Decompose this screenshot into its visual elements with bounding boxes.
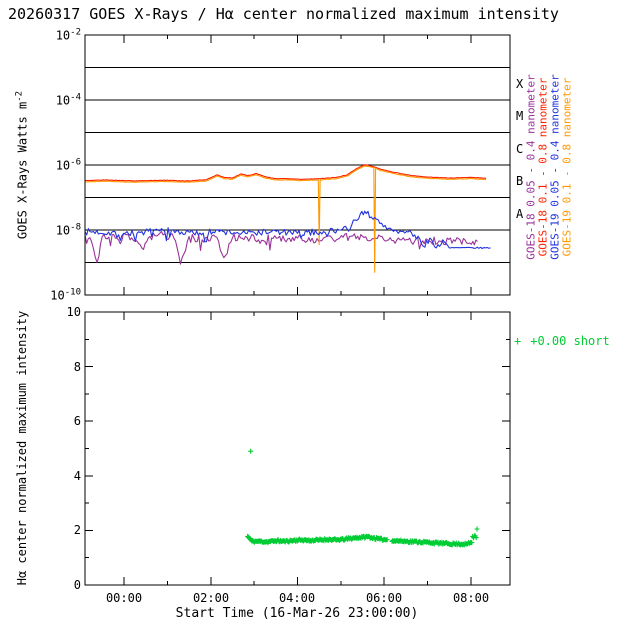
x-tick-label: 00:00 [105,591,143,605]
goes-y-tick-label: 10-10 [50,287,81,303]
goes-y-axis-label: GOES X-Rays Watts m-2 [14,90,30,240]
halpha-legend: + +0.00 short [514,334,610,348]
flare-class-x: X [516,77,524,91]
page-title: 20260317 GOES X-Rays / Hα center normali… [8,5,559,23]
x-axis-label: Start Time (16-Mar-26 23:00:00) [175,606,419,621]
goes-y-tick-label: 10-8 [55,222,81,238]
x-tick-label: 08:00 [452,591,490,605]
goes-y-tick-label: 10-4 [55,92,81,108]
halpha-y-tick-label: 10 [66,305,81,319]
halpha-y-tick-label: 6 [73,414,81,428]
flare-class-a: A [516,207,524,221]
goes-y-tick-label: 10-6 [55,157,81,173]
halpha-y-tick-label: 8 [73,360,81,374]
legend-goes19-long: GOES-19 0.1 - 0.8 nanometer [560,77,574,257]
halpha-legend-label: +0.00 short [530,334,610,348]
halpha-y-tick-label: 2 [73,523,81,537]
x-tick-label: 02:00 [192,591,230,605]
x-tick-label: 04:00 [278,591,316,605]
halpha-y-tick-label: 0 [73,578,81,592]
flare-class-c: C [516,142,524,156]
x-tick-label: 06:00 [365,591,403,605]
flare-class-b: B [516,174,524,188]
plus-marker-icon: + [514,334,522,348]
flare-class-m: M [516,109,524,123]
halpha-y-tick-label: 4 [73,469,81,483]
halpha-y-axis-label: Hα center normalized maximum intensity [15,310,29,586]
goes-y-tick-label: 10-2 [55,27,81,43]
